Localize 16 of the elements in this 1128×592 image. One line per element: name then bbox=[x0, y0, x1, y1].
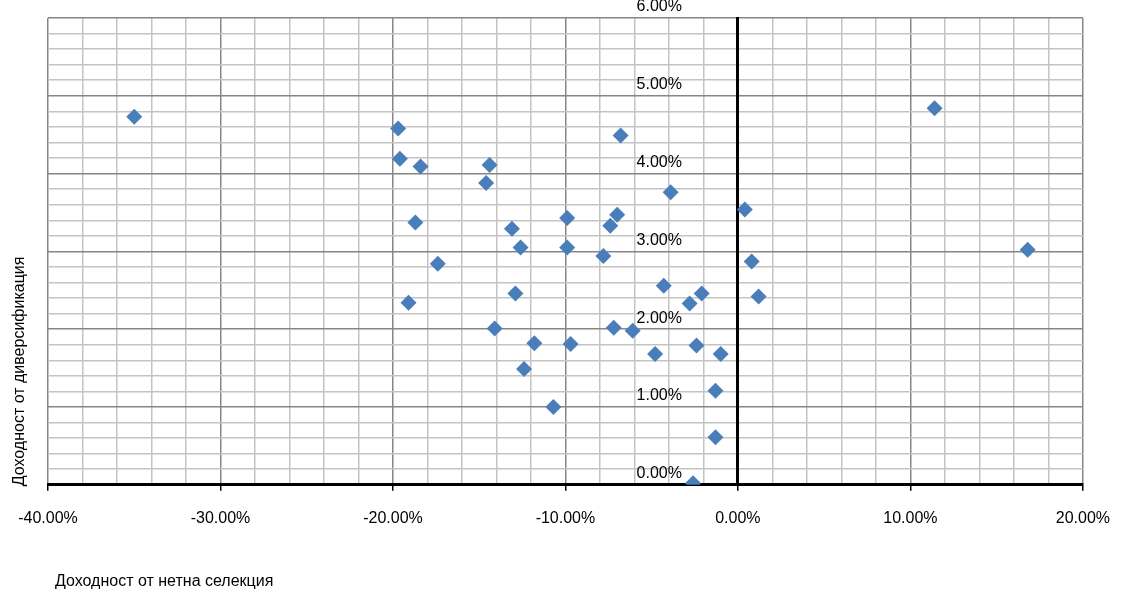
y-tick-label: 3.00% bbox=[636, 230, 682, 248]
y-tick-label: 1.00% bbox=[636, 386, 682, 404]
y-tick-label: 6.00% bbox=[636, 0, 682, 15]
x-tick-label: 20.00% bbox=[1055, 508, 1110, 526]
x-tick-label: -20.00% bbox=[363, 508, 423, 526]
y-tick-label: 2.00% bbox=[636, 308, 682, 326]
x-tick-label: -40.00% bbox=[18, 508, 78, 526]
x-tick-label: -10.00% bbox=[535, 508, 596, 526]
y-axis-title: Доходност от диверсификация bbox=[10, 256, 28, 487]
x-tick-label: 10.00% bbox=[883, 508, 938, 526]
x-axis-title: Доходност от нетна селекция bbox=[55, 572, 274, 590]
y-tick-label: 5.00% bbox=[636, 75, 682, 93]
y-tick-label: 0.00% bbox=[636, 464, 682, 482]
y-tick-label: 4.00% bbox=[636, 153, 682, 171]
x-tick-label: -30.00% bbox=[190, 508, 251, 526]
x-tick-label: 0.00% bbox=[715, 508, 761, 526]
